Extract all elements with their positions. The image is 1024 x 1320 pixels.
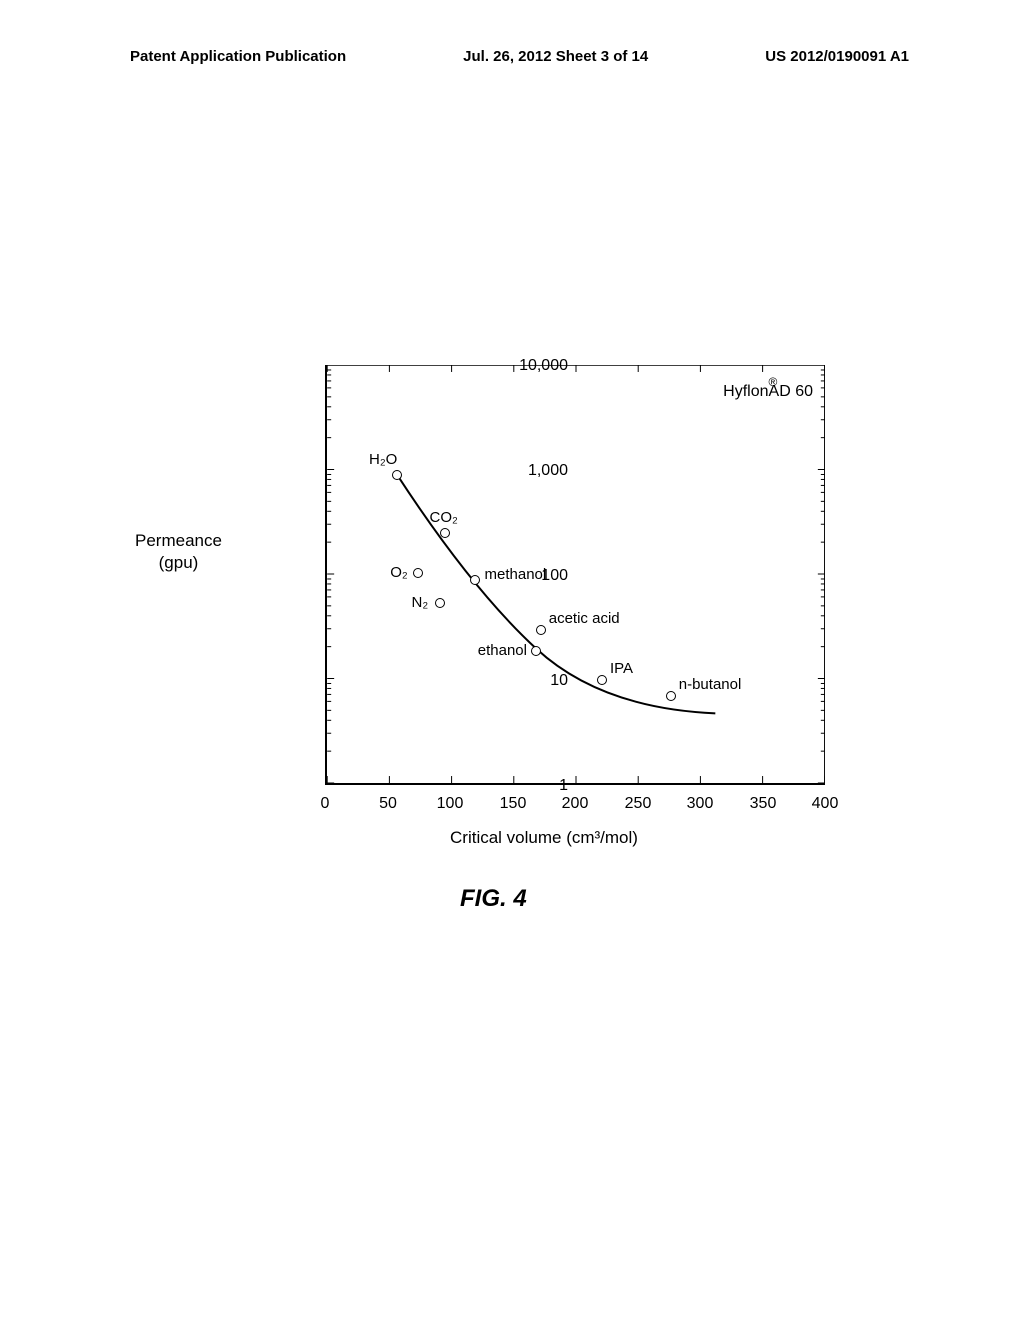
x-tick: 200 bbox=[555, 795, 595, 813]
registered-mark: ® bbox=[769, 375, 778, 389]
x-tick: 350 bbox=[743, 795, 783, 813]
data-point bbox=[413, 568, 423, 578]
x-tick: 400 bbox=[805, 795, 845, 813]
point-label: CO₂ bbox=[430, 509, 458, 526]
y-tick: 1,000 bbox=[508, 462, 568, 480]
point-label: N₂ bbox=[412, 594, 429, 611]
y-tick: 1 bbox=[508, 777, 568, 795]
x-tick: 50 bbox=[368, 795, 408, 813]
y-tick: 100 bbox=[508, 567, 568, 585]
header-left: Patent Application Publication bbox=[130, 48, 346, 65]
x-tick: 150 bbox=[493, 795, 533, 813]
point-label: H₂O bbox=[369, 451, 397, 468]
y-tick: 10,000 bbox=[508, 357, 568, 375]
x-tick: 0 bbox=[305, 795, 345, 813]
data-point bbox=[392, 470, 402, 480]
point-label: O₂ bbox=[390, 564, 408, 581]
plot-area: Hyflon®AD 60 H₂OCO₂O₂methanolN₂acetic ac… bbox=[325, 365, 825, 785]
data-point bbox=[666, 691, 676, 701]
point-label: n-butanol bbox=[679, 676, 742, 693]
chart-title: Hyflon®AD 60 bbox=[723, 383, 813, 401]
x-tick: 250 bbox=[618, 795, 658, 813]
point-label: acetic acid bbox=[549, 610, 620, 627]
y-axis-label: Permeance (gpu) bbox=[135, 530, 222, 574]
header-right: US 2012/0190091 A1 bbox=[765, 48, 909, 65]
data-point bbox=[531, 646, 541, 656]
point-label: ethanol bbox=[478, 642, 527, 659]
data-point bbox=[470, 575, 480, 585]
figure-caption: FIG. 4 bbox=[460, 885, 527, 913]
point-label: IPA bbox=[610, 660, 633, 677]
data-point bbox=[440, 528, 450, 538]
x-tick: 100 bbox=[430, 795, 470, 813]
x-axis-label: Critical volume (cm³/mol) bbox=[450, 828, 638, 848]
x-tick: 300 bbox=[680, 795, 720, 813]
patent-header: Patent Application Publication Jul. 26, … bbox=[0, 48, 1024, 65]
data-point bbox=[435, 598, 445, 608]
y-tick: 10 bbox=[508, 672, 568, 690]
data-point bbox=[597, 675, 607, 685]
permeance-chart: Permeance (gpu) bbox=[140, 350, 890, 870]
data-point bbox=[536, 625, 546, 635]
header-center: Jul. 26, 2012 Sheet 3 of 14 bbox=[463, 48, 648, 65]
